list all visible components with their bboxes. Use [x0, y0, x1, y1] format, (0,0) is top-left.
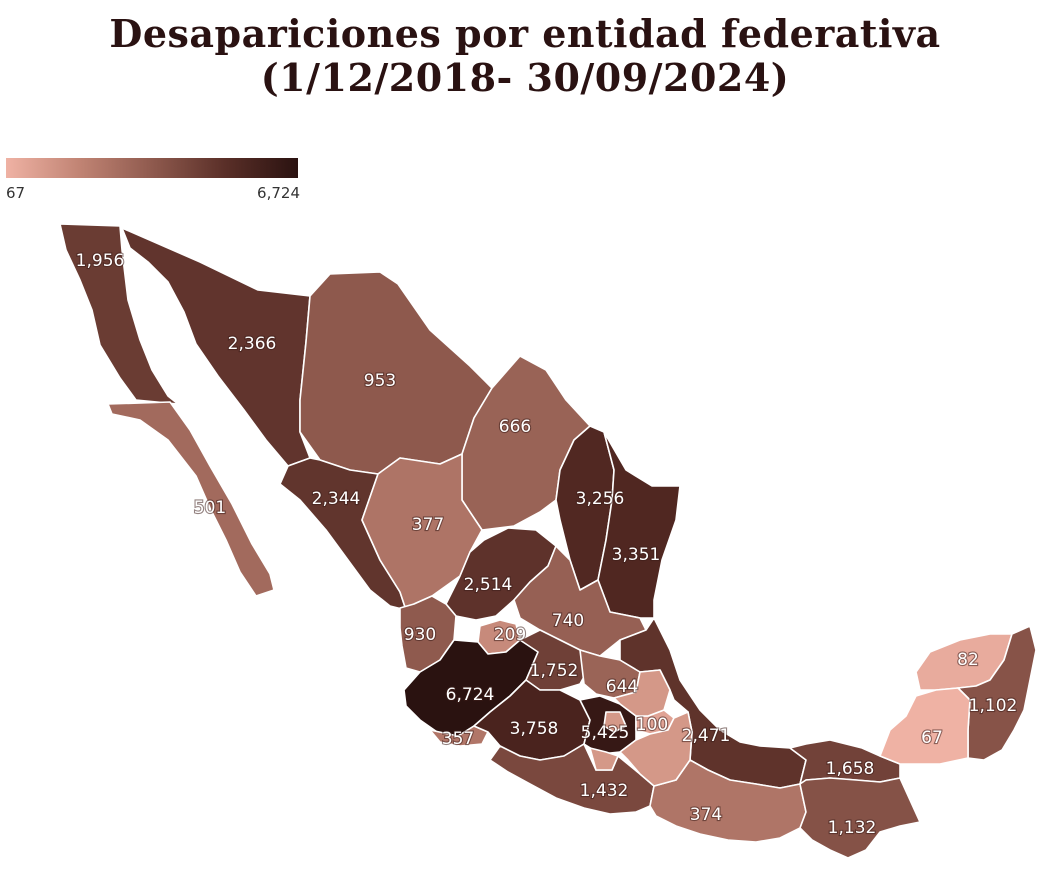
state-label-quintana-roo: 1,102 — [969, 696, 1018, 716]
state-label-tabasco: 1,658 — [826, 759, 875, 779]
state-label-san-luis-potosi: 740 — [552, 611, 584, 631]
state-label-yucatan: 82 — [957, 650, 979, 670]
legend-gradient-bar — [6, 158, 298, 178]
state-morelos — [589, 747, 619, 771]
title-line-1: Desapariciones por entidad federativa — [109, 11, 941, 56]
state-label-aguascalientes: 209 — [494, 625, 526, 645]
state-baja-california — [59, 223, 179, 405]
state-label-estado-de-mexico: 5,425 — [581, 723, 630, 743]
state-label-queretaro: 644 — [606, 677, 638, 697]
state-label-colima: 357 — [442, 729, 474, 749]
state-label-sinaloa: 2,344 — [312, 489, 361, 509]
state-baja-california-sur — [107, 401, 275, 597]
map-title: Desapariciones por entidad federativa (1… — [0, 12, 1050, 100]
state-label-campeche: 67 — [921, 728, 943, 748]
state-label-nuevo-leon: 3,256 — [576, 489, 625, 509]
legend-min-label: 67 — [6, 184, 26, 202]
state-label-guerrero: 1,432 — [580, 781, 629, 801]
state-cdmx — [603, 711, 627, 733]
state-label-oaxaca: 374 — [690, 805, 722, 825]
state-label-zacatecas: 2,514 — [464, 575, 513, 595]
state-label-durango: 377 — [412, 515, 444, 535]
state-label-tamaulipas: 3,351 — [612, 545, 661, 565]
state-label-michoacan: 3,758 — [510, 719, 559, 739]
state-label-sonora: 2,366 — [228, 334, 277, 354]
state-label-veracruz: 2,471 — [682, 726, 731, 746]
state-label-chiapas: 1,132 — [828, 818, 877, 838]
state-hidalgo — [613, 669, 671, 717]
state-label-chihuahua: 953 — [364, 371, 396, 391]
legend-max-label: 6,724 — [257, 184, 300, 202]
state-campeche — [879, 687, 971, 765]
state-sonora — [121, 227, 311, 467]
state-label-guanajuato: 1,752 — [530, 661, 579, 681]
state-colima — [429, 725, 489, 747]
state-chiapas — [799, 777, 921, 859]
state-label-baja-california: 1,956 — [76, 251, 125, 271]
color-legend: 67 6,724 — [6, 158, 300, 202]
state-puebla — [619, 711, 693, 787]
state-label-baja-california-sur: 501 — [194, 498, 226, 518]
state-label-tlaxcala: 100 — [636, 715, 668, 735]
state-label-coahuila: 666 — [499, 417, 531, 437]
state-label-jalisco: 6,724 — [446, 685, 495, 705]
title-line-2: (1/12/2018- 30/09/2024) — [260, 55, 790, 100]
state-label-nayarit: 930 — [404, 625, 436, 645]
